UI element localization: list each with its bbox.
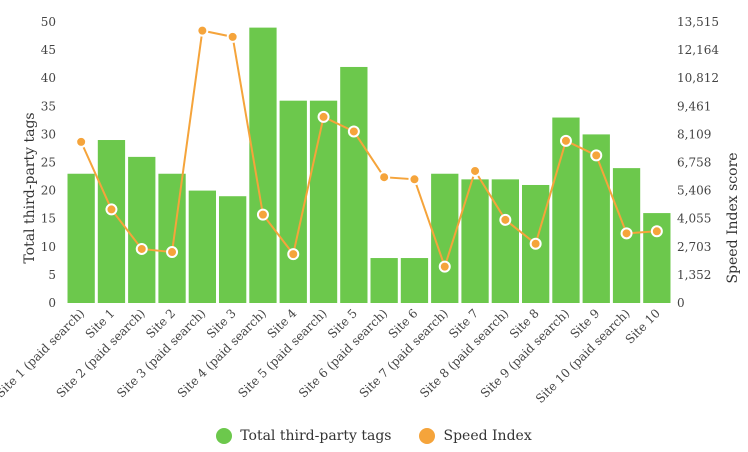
legend-item-speed-index[interactable]: Speed Index [419, 428, 532, 444]
left-tick-label: 25 [41, 156, 56, 170]
right-axis-ticks: 0 1,352 2,703 4,055 5,406 6,758 8,109 9,461 10,8… [677, 15, 719, 310]
speed-index-point-6[interactable] [226, 30, 239, 43]
right-tick-label: 1,352 [677, 268, 711, 282]
left-tick-label: 30 [41, 127, 56, 141]
speed-index-point-19[interactable] [620, 227, 633, 240]
left-tick-label: 10 [41, 240, 56, 254]
right-axis-title: Speed Index score [725, 152, 741, 283]
speed-index-point-14[interactable] [469, 164, 482, 177]
right-tick-label: 13,515 [677, 15, 719, 29]
bar-6[interactable] [219, 196, 247, 303]
right-tick-label: 0 [677, 296, 685, 310]
bar-8[interactable] [279, 100, 307, 304]
speed-index-point-8[interactable] [287, 248, 300, 261]
left-tick-label: 45 [41, 43, 56, 57]
right-tick-label: 12,164 [677, 43, 719, 57]
legend-tags-label: Total third-party tags [240, 428, 392, 444]
bar-12[interactable] [400, 258, 429, 303]
speed-index-point-9[interactable] [317, 110, 330, 123]
speed-index-point-4[interactable] [166, 246, 179, 259]
right-tick-label: 10,812 [677, 71, 719, 85]
legend-speed-index-label: Speed Index [443, 428, 532, 444]
left-axis-title: Total third-party tags [22, 112, 38, 263]
speed-index-point-17[interactable] [559, 134, 572, 147]
speed-index-point-7[interactable] [256, 208, 269, 221]
bars-layer [67, 27, 671, 304]
speed-index-point-15[interactable] [499, 213, 512, 226]
right-tick-label: 6,758 [677, 156, 711, 170]
right-tick-label: 9,461 [677, 99, 711, 113]
speed-index-line [80, 29, 657, 270]
speed-index-point-2[interactable] [105, 203, 118, 216]
speed-index-point-20[interactable] [650, 225, 663, 238]
speed-index-point-18[interactable] [590, 149, 603, 162]
bar-7[interactable] [249, 27, 277, 304]
left-tick-label: 50 [41, 15, 56, 29]
legend-tags-swatch [216, 428, 233, 444]
speed-index-point-11[interactable] [378, 171, 391, 184]
bar-10[interactable] [340, 66, 368, 304]
bar-3[interactable] [128, 156, 156, 303]
left-tick-label: 35 [41, 99, 56, 113]
bar-15[interactable] [491, 179, 519, 303]
right-tick-label: 5,406 [677, 184, 711, 198]
left-tick-label: 40 [41, 71, 56, 85]
left-tick-label: 20 [41, 184, 56, 198]
left-tick-label: 15 [41, 212, 56, 226]
speed-index-point-3[interactable] [135, 242, 148, 255]
bar-4[interactable] [158, 173, 186, 303]
right-tick-label: 8,109 [677, 127, 711, 141]
legend: Total third-party tags Speed Index [0, 424, 748, 448]
bar-11[interactable] [370, 258, 398, 303]
speed-index-point-1[interactable] [75, 135, 88, 148]
combo-chart: 0 5 10 15 20 25 30 35 40 45 50 0 1,352 2,703 4,055 5,4… [0, 15, 741, 406]
bar-17[interactable] [552, 117, 580, 303]
right-tick-label: 2,703 [677, 240, 711, 254]
legend-speed-index-swatch [419, 428, 436, 444]
bar-5[interactable] [188, 190, 216, 303]
right-tick-label: 4,055 [677, 212, 711, 226]
bar-9[interactable] [309, 100, 338, 304]
legend-item-tags[interactable]: Total third-party tags [216, 428, 391, 444]
speed-index-point-13[interactable] [438, 260, 451, 273]
bar-1[interactable] [67, 173, 95, 303]
speed-index-point-10[interactable] [347, 125, 360, 138]
speed-index-point-5[interactable] [196, 24, 209, 37]
left-tick-label: 5 [48, 268, 56, 282]
left-tick-label: 0 [48, 296, 56, 310]
left-axis-ticks: 0 5 10 15 20 25 30 35 40 45 50 [41, 15, 56, 310]
speed-index-point-16[interactable] [529, 237, 542, 250]
speed-index-line-layer [75, 24, 663, 273]
speed-index-point-12[interactable] [408, 173, 421, 186]
bar-18[interactable] [582, 134, 610, 303]
